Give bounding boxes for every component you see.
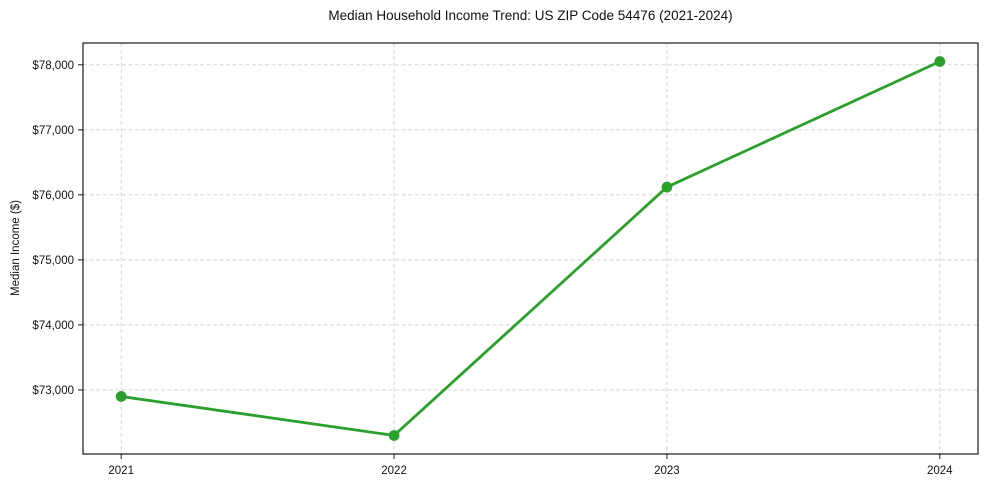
x-tick-label: 2022 xyxy=(381,465,407,477)
y-tick-label: $73,000 xyxy=(32,385,74,397)
chart-title: Median Household Income Trend: US ZIP Co… xyxy=(328,8,733,23)
data-point xyxy=(115,391,127,402)
plot-frame xyxy=(82,42,979,455)
series-line xyxy=(119,60,942,437)
x-tick-label: 2023 xyxy=(654,465,680,477)
data-point xyxy=(661,181,673,193)
x-tick-label: 2024 xyxy=(927,465,953,477)
y-tick-label: $75,000 xyxy=(32,255,74,267)
data-point xyxy=(934,56,946,67)
y-tick-label: $76,000 xyxy=(32,190,74,202)
x-tick-label: 2021 xyxy=(108,465,134,477)
y-tick-label: $77,000 xyxy=(32,125,74,137)
data-point xyxy=(388,430,400,441)
y-tick-label: $74,000 xyxy=(32,320,74,332)
y-tick-label: $78,000 xyxy=(32,60,74,72)
